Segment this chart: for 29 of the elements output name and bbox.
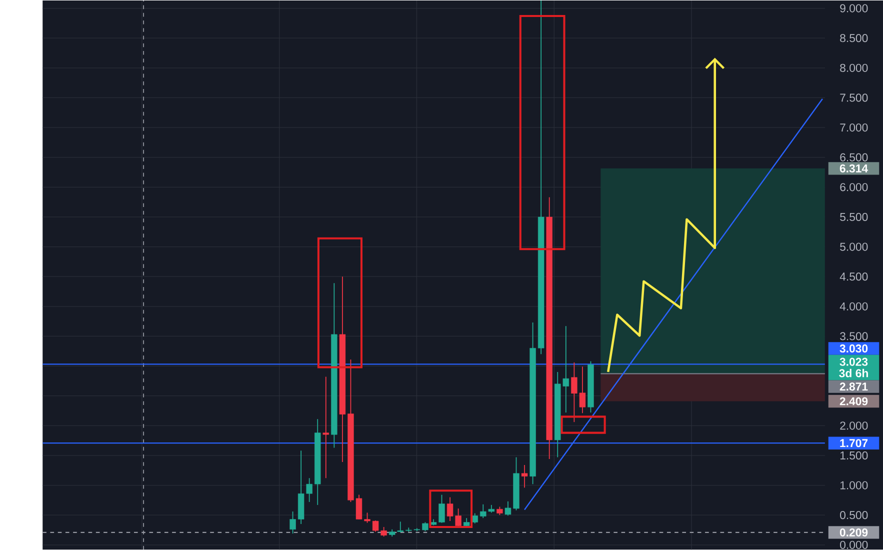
y-tick-label: 0.000 xyxy=(840,540,868,549)
y-tick-label: 3.500 xyxy=(840,332,868,340)
y-tick-label: 4.500 xyxy=(840,272,868,280)
ref-line-label: 3.030 xyxy=(840,344,868,352)
y-tick-label: 5.500 xyxy=(840,212,868,221)
text: 3d 6h xyxy=(839,368,868,378)
y-tick-label: 6.000 xyxy=(840,182,868,192)
candlestick xyxy=(290,510,296,534)
ref-line-label: 2.871 xyxy=(840,382,868,390)
band-label: 2.409 xyxy=(840,397,868,406)
ref-line-label: 0.209 xyxy=(840,528,868,536)
candlestick xyxy=(322,376,329,478)
band-label: 6.314 xyxy=(840,164,868,172)
candlestick xyxy=(472,512,478,524)
y-tick-label: 6.500 xyxy=(840,153,868,162)
y-tick-label: 5.000 xyxy=(840,242,868,251)
y-tick-label: 1.500 xyxy=(840,451,868,460)
text: 3.023 xyxy=(840,358,868,366)
y-tick-label: 7.500 xyxy=(840,93,868,102)
candlestick xyxy=(521,464,528,488)
y-tick-label: 9.000 xyxy=(840,4,868,12)
y-tick-label: 8.000 xyxy=(840,64,868,72)
y-tick-label: 4.000 xyxy=(840,302,868,310)
y-tick-label: 8.500 xyxy=(840,34,868,42)
y-tick-label: 0.500 xyxy=(840,510,868,519)
y-tick-label: 2.000 xyxy=(840,421,868,430)
ref-line-label: 1.707 xyxy=(840,438,868,447)
y-tick-label: 1.000 xyxy=(840,481,868,490)
y-tick-label: 7.000 xyxy=(840,123,868,132)
